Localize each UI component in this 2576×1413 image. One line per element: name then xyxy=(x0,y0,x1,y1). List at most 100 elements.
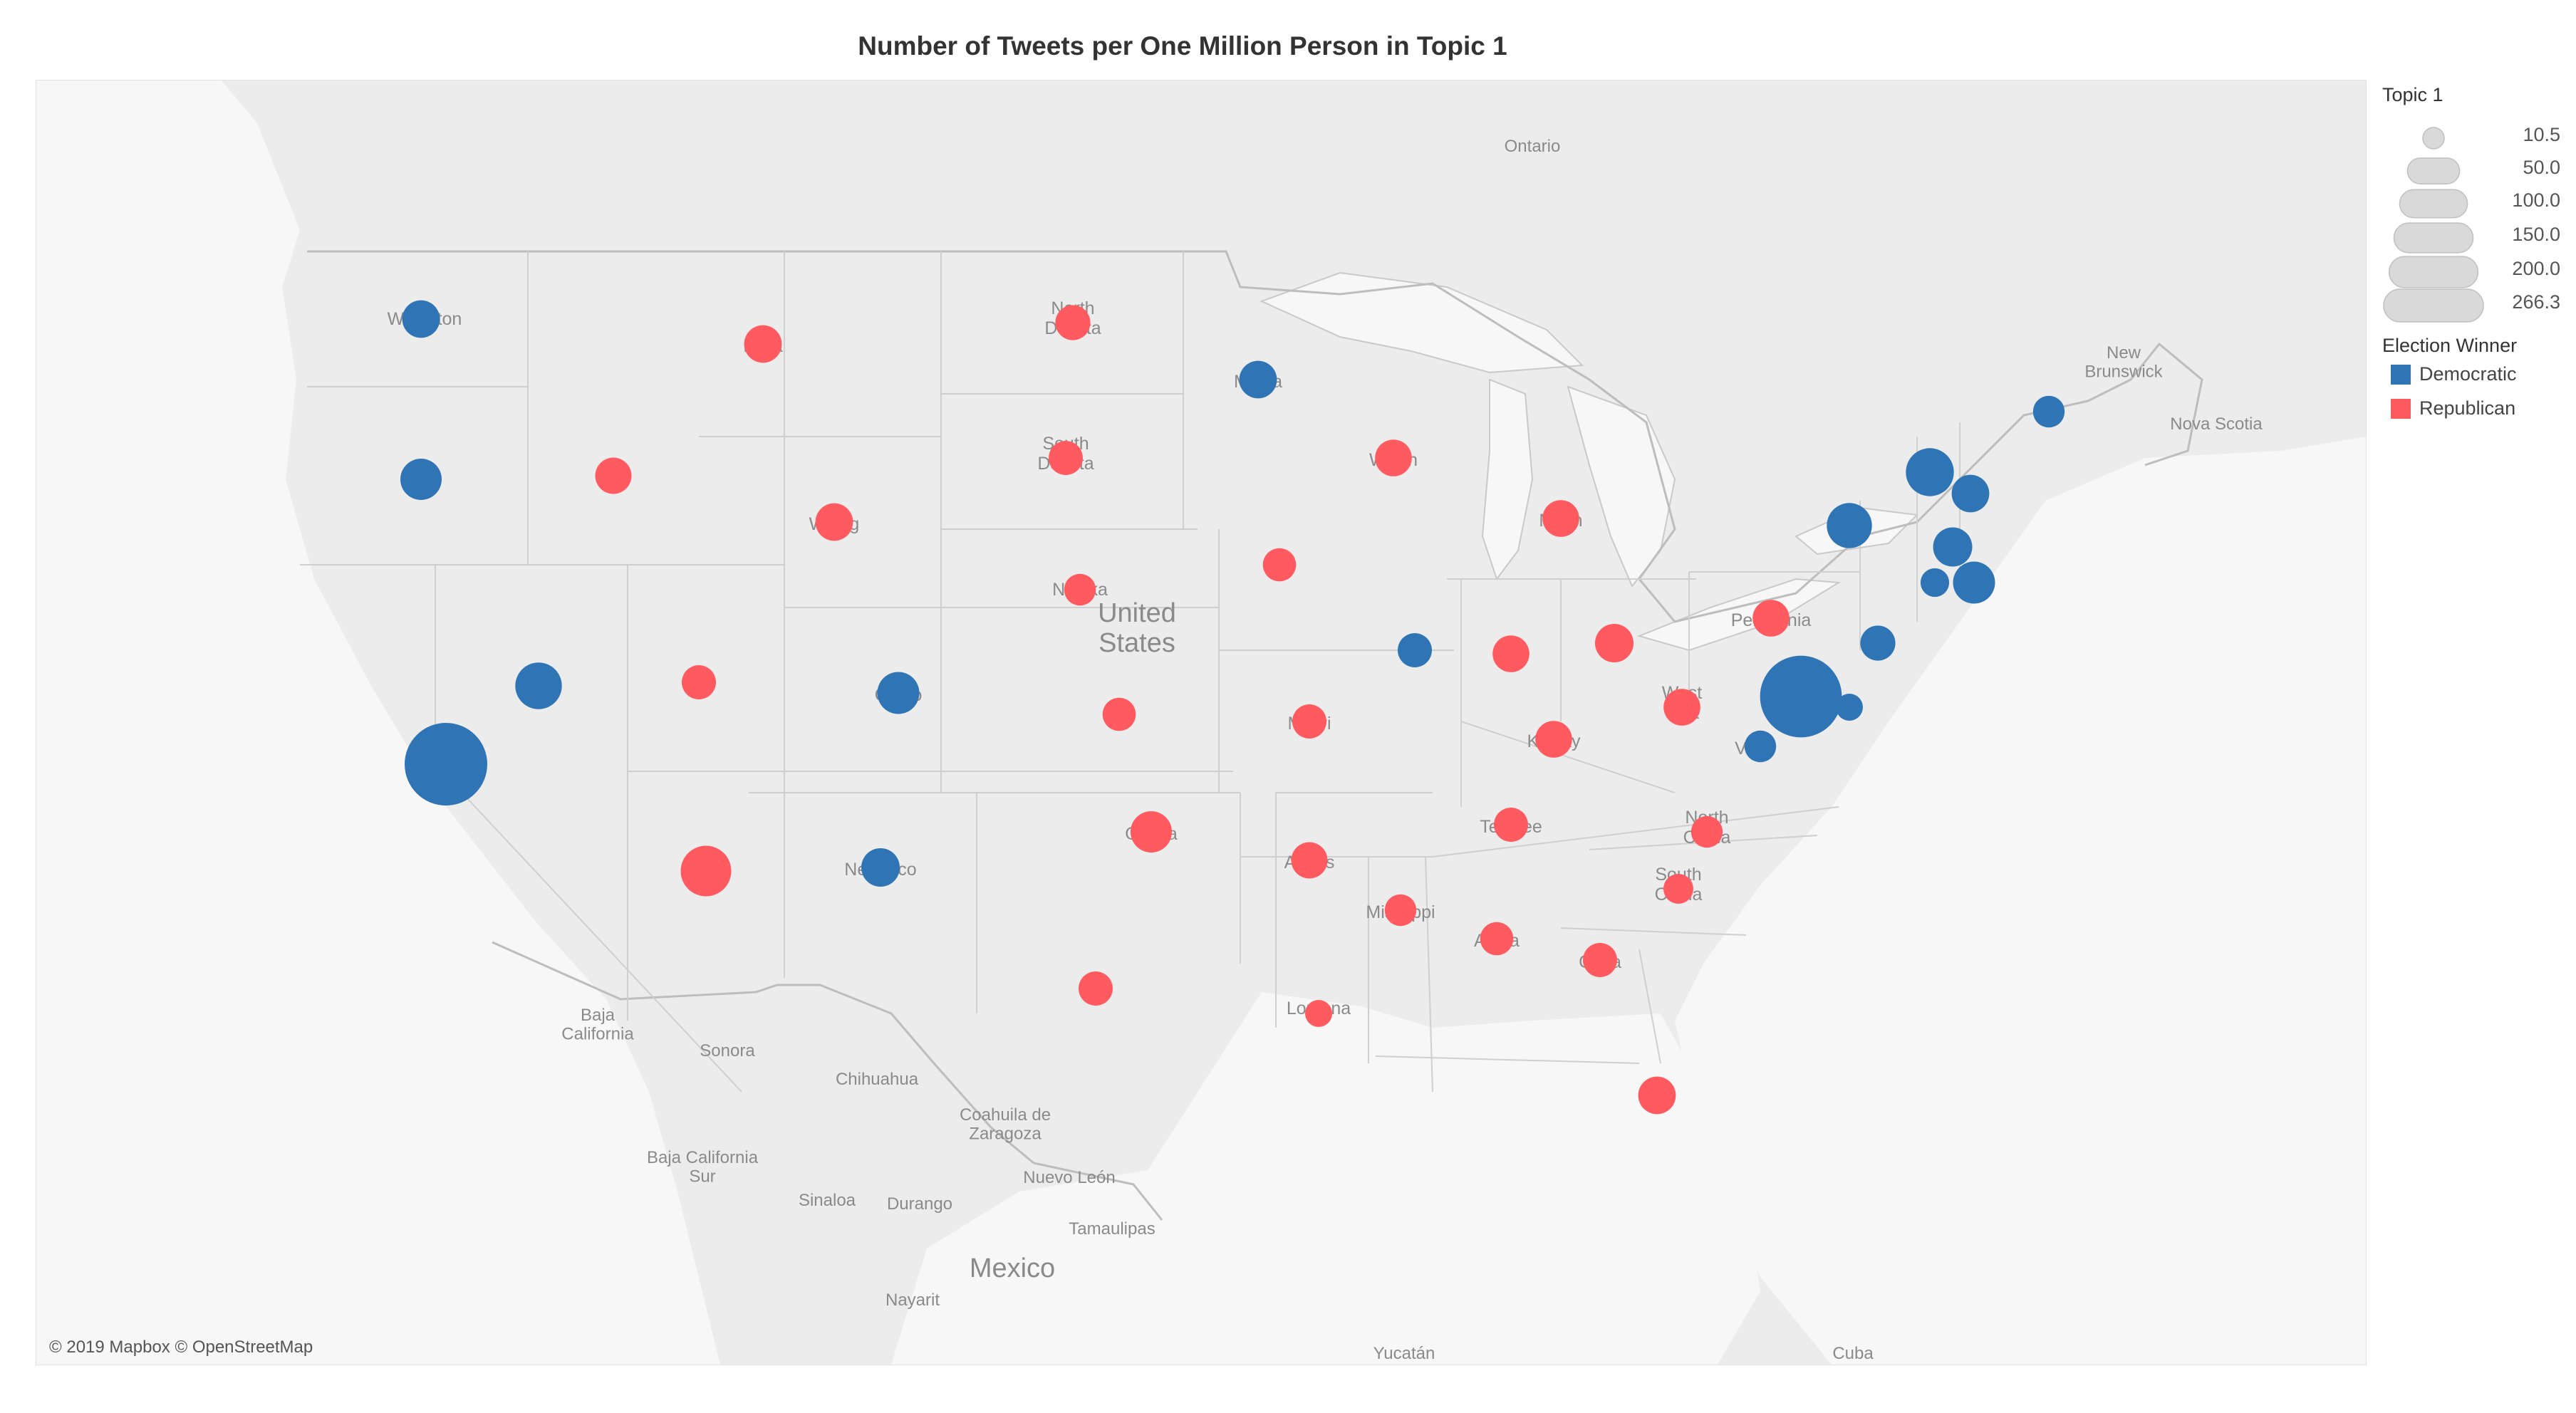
place-labels: Ontario New Brunswick Nova Scotia United Stat… xyxy=(561,137,2263,1363)
place-label-sonora: Sonora xyxy=(700,1041,755,1060)
place-label-ontario: Ontario xyxy=(1505,137,1561,156)
bubble-nebraska[interactable] xyxy=(1064,573,1096,606)
map-canvas[interactable]: Ontario New Brunswick Nova Scotia United Stat… xyxy=(36,80,2367,1365)
chart-title: Number of Tweets per One Million Person … xyxy=(858,31,1507,61)
bubble-kansas[interactable] xyxy=(1102,697,1136,731)
bubble-louisiana[interactable] xyxy=(1305,1000,1332,1027)
democratic-label: Democratic xyxy=(2419,363,2517,385)
bubble-oklahoma[interactable] xyxy=(1131,811,1172,853)
bubble-illinois[interactable] xyxy=(1398,633,1432,667)
bubble-virginia[interactable] xyxy=(1744,730,1777,763)
bubble-ohio[interactable] xyxy=(1595,624,1634,662)
bubble-maine[interactable] xyxy=(2032,395,2065,428)
place-label-yucat-n: Yucatán xyxy=(1373,1344,1435,1363)
bubble-alabama[interactable] xyxy=(1480,922,1514,956)
size-legend-shape xyxy=(2388,256,2479,288)
place-label-new-brunswick: New Brunswick xyxy=(2084,343,2163,381)
bubble-montana[interactable] xyxy=(744,325,782,363)
bubble-maryland[interactable] xyxy=(1836,694,1863,721)
state-bubbles[interactable] xyxy=(400,300,2065,1115)
size-legend-title: Topic 1 xyxy=(2382,84,2443,105)
size-legend-shape xyxy=(2383,288,2484,323)
bubble-minnesota[interactable] xyxy=(1239,360,1277,399)
place-label-united-states: United States xyxy=(1098,598,1176,658)
place-label-baja-california-sur: Baja California Sur xyxy=(647,1148,759,1186)
bubble-nevada[interactable] xyxy=(515,662,562,709)
bubble-south-dakota[interactable] xyxy=(1049,441,1083,475)
republican-label: Republican xyxy=(2419,397,2516,419)
size-legend: Topic 1 10.5 50.0 100.0 150.0 200.0 266.3 xyxy=(2382,84,2567,326)
bubble-missouri[interactable] xyxy=(1292,704,1326,739)
place-label-nuevo-le-n: Nuevo León xyxy=(1023,1168,1115,1187)
size-legend-shapes xyxy=(2383,127,2484,323)
bubble-new-hampshire[interactable] xyxy=(1951,474,1990,513)
bubble-north-dakota[interactable] xyxy=(1055,305,1091,340)
bubble-wyoming[interactable] xyxy=(815,503,853,541)
color-legend: Election Winner Democratic Republican xyxy=(2382,335,2567,434)
bubble-colorado[interactable] xyxy=(877,672,920,714)
bubble-new-york[interactable] xyxy=(1827,503,1872,548)
bubble-oregon[interactable] xyxy=(400,459,442,500)
us-mexico-border xyxy=(492,941,1163,1221)
place-label-sinaloa: Sinaloa xyxy=(799,1191,856,1210)
bubble-new-jersey[interactable] xyxy=(1860,625,1896,661)
lake-michigan xyxy=(1481,378,1534,581)
place-label-durango: Durango xyxy=(887,1194,952,1214)
bubble-michigan[interactable] xyxy=(1542,500,1579,537)
place-label-baja-california: Baja California xyxy=(561,1006,634,1043)
size-legend-value: 50.0 xyxy=(2523,157,2560,178)
bubble-texas[interactable] xyxy=(1079,971,1113,1006)
canada-us-border xyxy=(307,250,2203,623)
size-legend-shape xyxy=(2422,127,2445,150)
place-label-cuba: Cuba xyxy=(1832,1344,1874,1363)
bubble-connecticut[interactable] xyxy=(1920,568,1950,598)
bubble-pennsylvania[interactable] xyxy=(1752,600,1790,637)
democratic-swatch xyxy=(2391,365,2411,385)
pacific-ocean xyxy=(36,80,720,1365)
map-svg: Ontario New Brunswick Nova Scotia United Stat… xyxy=(36,80,2366,1365)
bubble-south-carolina[interactable] xyxy=(1663,874,1693,904)
bubble-georgia[interactable] xyxy=(1583,943,1617,977)
atlantic-ocean xyxy=(1675,437,2366,1365)
map-attribution[interactable]: © 2019 Mapbox © OpenStreetMap xyxy=(49,1338,313,1357)
bubble-tennessee[interactable] xyxy=(1494,808,1528,842)
state-borders xyxy=(300,251,1960,1093)
gulf-of-mexico xyxy=(891,992,1760,1365)
bubble-idaho[interactable] xyxy=(595,457,632,494)
size-legend-value: 100.0 xyxy=(2512,189,2560,211)
size-legend-value: 200.0 xyxy=(2512,258,2560,279)
place-label-tamaulipas: Tamaulipas xyxy=(1069,1219,1155,1239)
size-legend-shape xyxy=(2393,222,2474,254)
bubble-arizona[interactable] xyxy=(680,845,732,897)
bubble-indiana[interactable] xyxy=(1492,635,1530,672)
place-label-nayarit: Nayarit xyxy=(886,1291,940,1310)
size-legend-value: 150.0 xyxy=(2512,224,2560,245)
republican-swatch xyxy=(2391,399,2411,419)
size-legend-value: 10.5 xyxy=(2523,124,2560,145)
bubble-florida[interactable] xyxy=(1638,1076,1676,1115)
place-label-chihuahua: Chihuahua xyxy=(836,1070,919,1089)
bubble-washington[interactable] xyxy=(402,300,440,338)
bubble-rhode-island[interactable] xyxy=(1953,561,1995,604)
bubble-district-of-columbia[interactable] xyxy=(1760,655,1842,738)
bubble-kentucky[interactable] xyxy=(1535,721,1572,758)
bubble-iowa[interactable] xyxy=(1262,548,1297,582)
bubble-vermont[interactable] xyxy=(1906,448,1954,496)
bubble-mississippi[interactable] xyxy=(1384,894,1417,927)
bubble-california[interactable] xyxy=(405,723,487,805)
size-legend-shape xyxy=(2406,157,2461,184)
color-legend-title: Election Winner xyxy=(2382,335,2518,356)
bubble-west-virginia[interactable] xyxy=(1663,689,1700,726)
bubble-north-carolina[interactable] xyxy=(1690,815,1723,848)
size-legend-value: 266.3 xyxy=(2512,291,2560,313)
lake-huron xyxy=(1567,385,1676,588)
bubble-massachusetts[interactable] xyxy=(1933,527,1973,567)
size-legend-shape xyxy=(2399,189,2468,219)
bubble-new-mexico[interactable] xyxy=(861,848,900,887)
bubble-wisconsin[interactable] xyxy=(1375,439,1412,476)
place-label-mexico: Mexico xyxy=(970,1253,1055,1283)
bubble-utah[interactable] xyxy=(682,665,716,699)
lake-superior xyxy=(1260,271,1584,374)
bubble-arkansas[interactable] xyxy=(1291,842,1328,879)
place-label-nova-scotia: Nova Scotia xyxy=(2170,414,2263,434)
